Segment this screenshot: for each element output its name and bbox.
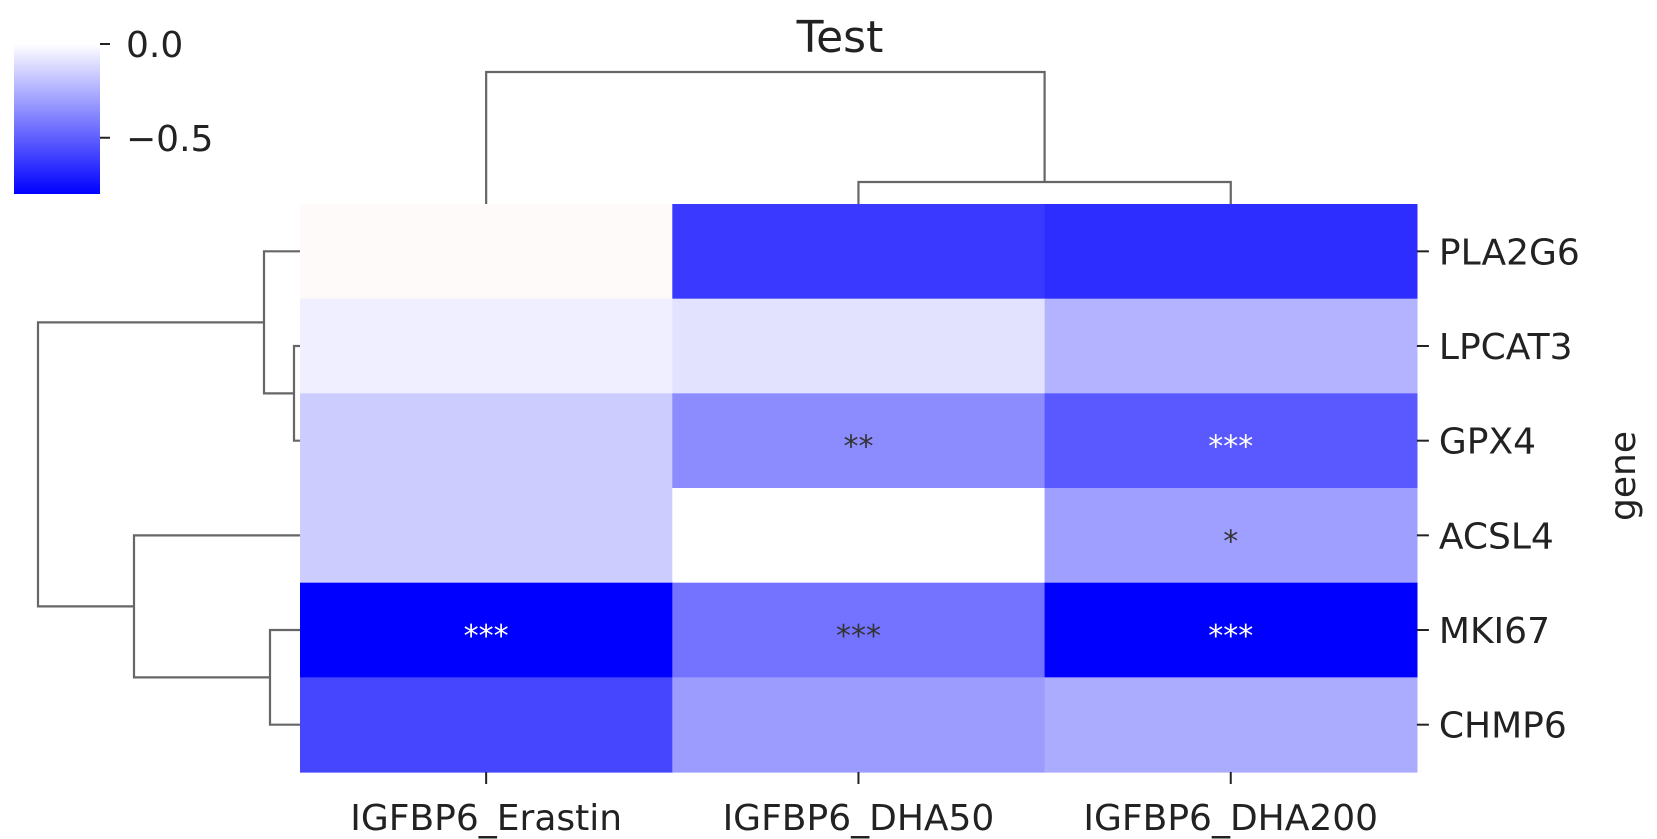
colorbar-gradient [14,44,100,194]
row-dendrogram [36,250,300,726]
colorbar-tick-label: 0.0 [126,25,183,66]
row-dendrogram-branch [292,344,300,442]
row-label: ACSL4 [1439,516,1554,557]
heatmap-cell [672,582,1046,678]
significance-label: ** [843,430,873,465]
heatmap-cell [672,393,1046,489]
significance-label: *** [836,619,881,654]
heatmap-cell [672,488,1046,584]
significance-annotations: ** ******* *** *** [464,430,1254,654]
heatmap-cell [300,204,673,300]
heatmap-cell [1044,298,1418,394]
row-label: PLA2G6 [1439,232,1580,273]
colorbar: 0.0 −0.5 [14,25,213,194]
column-dendrogram-branch [857,180,1232,204]
heatmap-cell [1044,677,1418,773]
row-dendrogram-branch [36,321,264,608]
column-dendrogram-branch [485,70,1046,204]
column-tick-labels: IGFBP6_Erastin IGFBP6_DHA50 IGFBP6_DHA200 [350,772,1378,839]
row-label: MKI67 [1439,611,1550,652]
heatmap-cell [300,488,673,584]
significance-label: * [1223,524,1238,559]
colorbar-ticks: 0.0 −0.5 [100,25,213,160]
column-label: IGFBP6_Erastin [350,798,622,839]
heatmap-cell [300,393,673,489]
heatmap-cell [300,582,673,678]
row-label: CHMP6 [1439,706,1567,747]
significance-label: *** [1208,430,1253,465]
heatmap-cell [1044,488,1418,584]
heatmap-cell [672,204,1046,300]
row-label: LPCAT3 [1439,327,1573,368]
row-tick-labels: PLA2G6 LPCAT3 GPX4 ACSL4 MKI67 CHMP6 [1416,232,1580,747]
row-dendrogram-branch [132,534,300,679]
row-dendrogram-branch [268,628,300,726]
heatmap-cell [1044,204,1418,300]
column-label: IGFBP6_DHA200 [1083,798,1378,839]
heatmap-cell [1044,582,1418,678]
colorbar-tick-label: −0.5 [126,119,213,160]
column-label: IGFBP6_DHA50 [723,798,995,839]
heatmap-cell [672,677,1046,773]
row-label: GPX4 [1439,422,1536,463]
heatmap-cell [300,298,673,394]
significance-label: *** [464,619,509,654]
heatmap-cell [300,677,673,773]
chart-title: Test [796,12,884,63]
heatmap-cell [1044,393,1418,489]
heatmap-cells [300,204,1418,773]
y-axis-label: gene [1603,431,1644,521]
significance-label: *** [1208,619,1253,654]
column-dendrogram [485,70,1232,204]
heatmap-cell [672,298,1046,394]
